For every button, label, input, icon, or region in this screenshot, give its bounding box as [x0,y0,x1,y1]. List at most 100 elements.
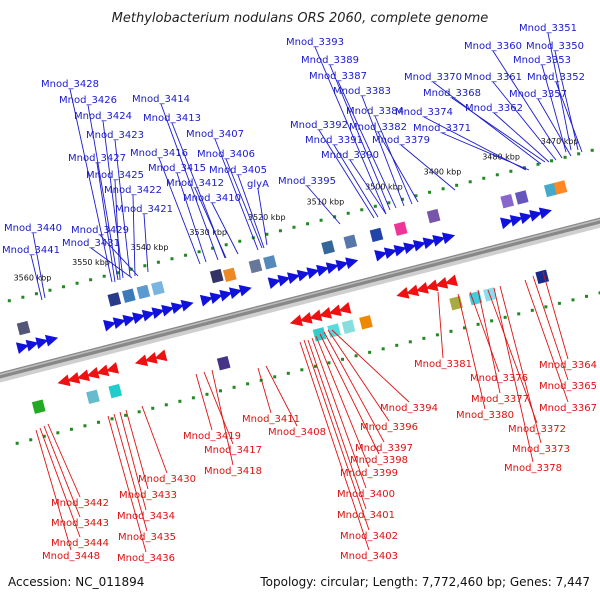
kbp-tick-label: 3520 kbp [248,213,286,222]
forward-gene-label: Mnod_3440 [4,223,62,234]
forward-gene-leader-line [211,202,239,255]
forward-gene-label: glyA [247,179,269,190]
reverse-tick-dot [178,399,182,403]
forward-cds-arrow [132,312,146,325]
reverse-gene-leader-line [195,373,213,431]
reverse-feature-box [312,327,327,342]
forward-gene-leader-line [87,104,119,281]
forward-tick-dot [455,183,459,187]
reverse-gene-leader-line [532,275,569,381]
forward-feature-box [426,208,441,224]
forward-tick-dot [102,274,106,278]
reverse-cds-arrow [57,374,71,387]
reverse-gene-leader-line [469,291,500,373]
forward-gene-label: Mnod_3371 [413,123,471,134]
reverse-cds-arrow [144,352,158,364]
forward-tick-dot [360,208,364,212]
reverse-gene-label: Mnod_3377 [471,394,529,405]
reverse-gene-leader-line [477,289,501,394]
forward-tick-dot [536,162,540,166]
forward-gene-label: Mnod_3353 [513,55,571,66]
forward-tick-dot [21,295,25,299]
forward-gene-leader-line [194,187,227,259]
forward-gene-label: Mnod_3350 [526,41,584,52]
forward-tick-dot [441,187,445,191]
forward-gene-leader-line [554,50,579,151]
forward-tick-dot [563,155,567,159]
forward-gene-leader-line [541,64,567,153]
forward-gene-leader-line [90,247,133,279]
reverse-gene-label: Mnod_3448 [42,551,100,562]
reverse-gene-leader-line [265,365,298,427]
forward-cds-arrow [44,334,59,347]
reverse-tick-dot [354,354,358,358]
reverse-gene-label: Mnod_3380 [456,410,514,421]
reverse-tick-dot [124,413,128,417]
forward-cds-arrow [500,217,514,230]
forward-gene-leader-line [451,97,546,163]
reverse-gene-leader-line [311,337,367,489]
reverse-gene-leader-line [119,411,147,511]
reverse-gene-label: Mnod_3408 [268,427,326,438]
forward-feature-box [222,267,237,282]
forward-tick-dot [468,180,472,184]
reverse-cds-arrow [444,274,458,287]
reverse-cds-arrow [406,284,420,297]
forward-feature-box [553,180,568,195]
forward-gene-leader-line [432,81,542,165]
reverse-tick-dot [151,406,155,410]
forward-gene-label: Mnod_3384 [346,106,404,117]
forward-gene-leader-line [441,132,530,171]
forward-feature-box [136,284,151,300]
reverse-cds-arrow [76,369,90,382]
forward-cds-arrow [180,299,194,312]
forward-tick-dot [428,190,432,194]
forward-tick-dot [48,288,52,292]
reverse-gene-label: Mnod_3430 [138,474,196,485]
reverse-tick-dot [246,382,250,386]
forward-cds-arrow [509,214,523,227]
kbp-tick-label: 3510 kbp [306,198,344,207]
forward-tick-dot [400,197,404,201]
forward-gene-label: Mnod_3414 [132,94,190,105]
reverse-gene-label: Mnod_3436 [117,553,175,564]
forward-cds-arrow [403,242,417,255]
forward-gene-label: Mnod_3423 [86,130,144,141]
reverse-tick-dot [490,319,494,323]
reverse-tick-dot [29,438,33,442]
forward-gene-label: Mnod_3395 [278,176,336,187]
forward-cds-arrow [316,264,330,277]
backbone-highlight [0,218,600,376]
forward-gene-leader-line [176,172,207,263]
forward-gene-label: Mnod_3390 [321,150,379,161]
reverse-tick-dot [341,357,345,361]
forward-gene-label: Mnod_3441 [2,245,60,256]
forward-tick-dot [550,159,554,163]
forward-gene-label: Mnod_3407 [186,129,244,140]
reverse-tick-dot [585,294,589,298]
reverse-gene-leader-line [437,291,444,359]
reverse-cds-arrow [154,349,168,362]
genome-backbone [0,217,600,379]
forward-gene-label: Mnod_3410 [183,193,241,204]
reverse-gene-label: Mnod_3398 [350,455,408,466]
reverse-tick-dot [381,347,385,351]
forward-gene-leader-line [132,194,136,277]
reverse-gene-leader-line [47,423,81,498]
forward-cds-arrow [209,292,223,305]
reverse-tick-dot [219,389,223,393]
reverse-tick-dot [408,340,412,344]
kbp-tick-label: 3560 kbp [14,273,52,282]
reverse-gene-leader-line [125,409,149,490]
reverse-feature-box [535,269,550,284]
forward-cds-arrow [306,267,320,280]
forward-gene-leader-line [160,103,219,261]
reverse-cds-arrow [328,304,342,317]
reverse-gene-leader-line [303,339,370,531]
forward-gene-leader-line [32,232,46,299]
reverse-gene-label: Mnod_3419 [183,431,241,442]
forward-cds-arrow [529,209,543,222]
forward-cds-arrow [25,339,39,352]
forward-tick-dot [278,229,282,233]
